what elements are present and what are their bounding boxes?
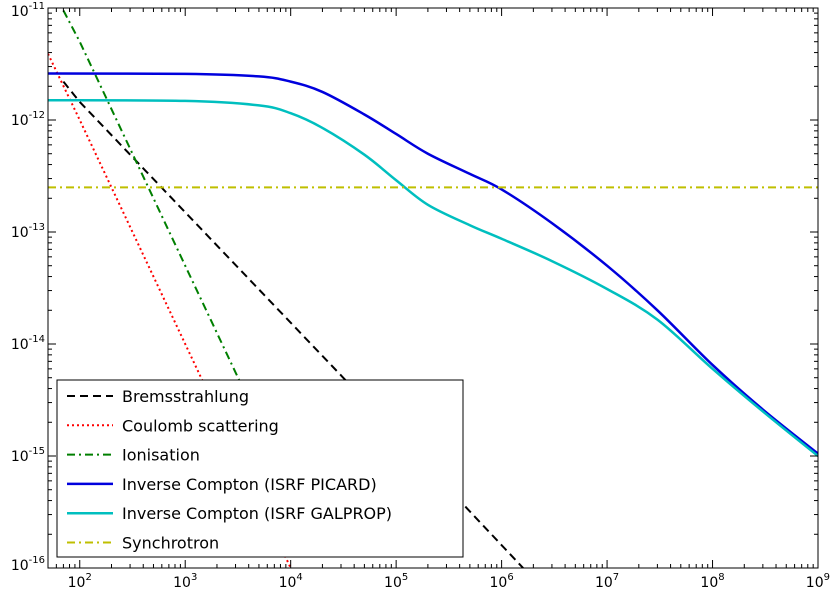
x-tick-label: 104 [279,572,303,589]
series-line-inverse-compton-isrf-galprop [48,99,818,457]
y-tick-label: 10-13 [11,222,45,241]
y-tick-label: 10-15 [11,446,45,465]
series-line-coulomb-scattering [48,53,292,568]
legend-label-bremsstrahlung: Bremsstrahlung [122,387,249,406]
y-tick-label: 10-14 [11,334,45,353]
legend-items: Bremsstrahlung Coulomb scattering Ionisati… [67,387,392,553]
x-tick-label: 102 [68,572,92,589]
legend-label-synchrotron: Synchrotron [122,534,219,553]
series-layer [48,10,818,568]
plot-frame [47,7,819,569]
legend-label-inverse-compton-isrf-galprop: Inverse Compton (ISRF GALPROP) [122,504,392,523]
legend-label-coulomb-scattering: Coulomb scattering [122,416,279,435]
legend-label-ionisation: Ionisation [122,446,200,465]
x-tick-label: 109 [806,572,830,589]
series-line-ionisation [62,10,244,388]
x-tick-label: 106 [490,572,514,589]
y-tick-label: 10-16 [11,555,45,574]
legend-label-inverse-compton-isrf-picard: Inverse Compton (ISRF PICARD) [122,475,377,494]
legend-box [56,379,464,558]
x-tick-label: 108 [700,572,724,589]
legend: Bremsstrahlung Coulomb scattering Ionisati… [56,379,464,558]
series-line-bremsstrahlung [62,81,524,568]
x-tick-label: 103 [173,572,197,589]
x-tick-label: 107 [595,572,619,589]
x-tick-label: 105 [384,572,408,589]
y-tick-label: 10-11 [11,1,45,20]
series-line-inverse-compton-isrf-picard [48,72,818,455]
y-tick-label: 10-12 [11,110,45,129]
